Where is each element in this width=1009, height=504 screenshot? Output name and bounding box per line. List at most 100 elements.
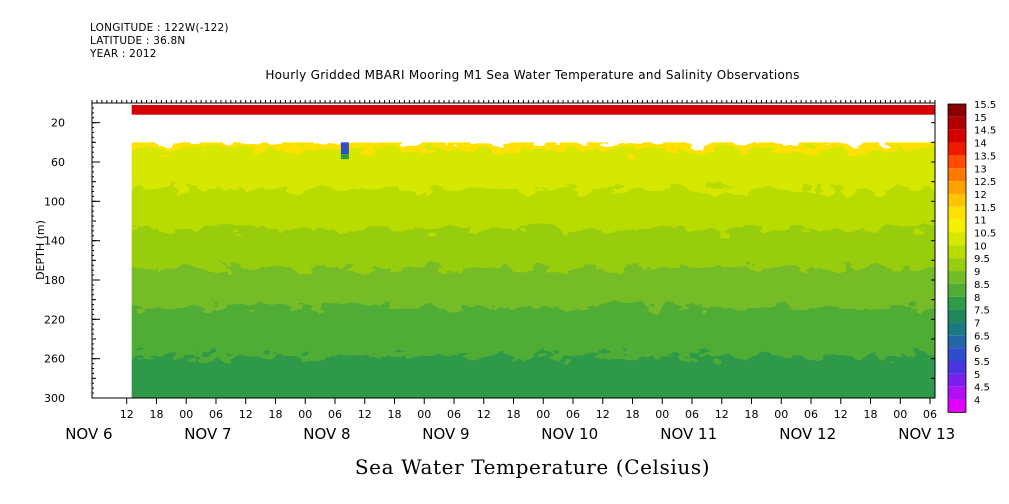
y-tick-label: 300 xyxy=(44,392,65,405)
colorbar-label: 6.5 xyxy=(974,331,990,342)
colorbar-label: 9.5 xyxy=(974,254,990,265)
x-tick-label: 00 xyxy=(655,408,669,421)
colorbar-label: 10.5 xyxy=(974,229,996,240)
colorbar-label: 4.5 xyxy=(974,383,990,394)
x-day-label: NOV 10 xyxy=(541,425,598,443)
cold-anomaly xyxy=(340,142,349,155)
chart-title: Hourly Gridded MBARI Mooring M1 Sea Wate… xyxy=(265,68,800,82)
longitude-label: LONGITUDE : 122W(-122) xyxy=(90,22,229,34)
x-axis-label: Sea Water Temperature (Celsius) xyxy=(354,455,711,479)
x-tick-label: 06 xyxy=(328,408,342,421)
colorbar-label: 15 xyxy=(974,113,987,124)
colorbar-label: 7 xyxy=(974,318,980,329)
x-tick-label: 00 xyxy=(298,408,312,421)
colorbar-swatch xyxy=(948,373,966,387)
x-day-label: NOV 6 xyxy=(65,425,112,443)
x-tick-label: 12 xyxy=(715,408,729,421)
y-tick-label: 180 xyxy=(44,274,65,287)
colorbar-label: 10 xyxy=(974,241,987,252)
colorbar-label: 5 xyxy=(974,370,980,381)
x-day-label: NOV 11 xyxy=(660,425,717,443)
x-tick-label: 12 xyxy=(358,408,372,421)
colorbar-swatch xyxy=(948,116,966,130)
colorbar-swatch xyxy=(948,399,966,413)
x-day-label: NOV 9 xyxy=(422,425,469,443)
colorbar-swatch xyxy=(948,193,966,207)
colorbar-swatch xyxy=(948,206,966,220)
x-day-label: NOV 7 xyxy=(184,425,231,443)
colorbar-label: 13 xyxy=(974,164,987,175)
y-tick-label: 220 xyxy=(44,313,65,326)
colorbar-swatch xyxy=(948,386,966,400)
colorbar-swatch xyxy=(948,142,966,156)
x-tick-label: 12 xyxy=(239,408,253,421)
y-tick-label: 260 xyxy=(44,353,65,366)
colorbar-swatch xyxy=(948,181,966,194)
colorbar-label: 8 xyxy=(974,293,980,304)
colorbar-label: 14 xyxy=(974,139,987,150)
x-tick-label: 06 xyxy=(685,408,699,421)
colorbar-label: 6 xyxy=(974,344,980,355)
no-data-region xyxy=(130,103,132,398)
x-tick-label: 00 xyxy=(774,408,788,421)
x-tick-label: 12 xyxy=(477,408,491,421)
colorbar-label: 8.5 xyxy=(974,280,990,291)
no-data-gap xyxy=(131,114,935,143)
x-tick-label: 06 xyxy=(566,408,580,421)
colorbar-swatch xyxy=(948,219,966,233)
y-axis-label: DEPTH (m) xyxy=(34,220,47,280)
colorbar-label: 12.5 xyxy=(974,177,996,188)
cold-anomaly-edge xyxy=(340,154,349,160)
colorbar-label: 5.5 xyxy=(974,357,990,368)
colorbar-label: 11.5 xyxy=(974,203,996,214)
colorbar-swatch xyxy=(948,232,966,246)
colorbar-label: 4 xyxy=(974,396,980,407)
y-tick-label: 60 xyxy=(51,156,65,169)
colorbar-label: 15.5 xyxy=(974,100,996,111)
x-tick-label: 18 xyxy=(507,408,521,421)
colorbar-swatch xyxy=(948,348,966,361)
x-tick-label: 06 xyxy=(209,408,223,421)
colorbar-swatch xyxy=(948,155,966,169)
x-tick-label: 06 xyxy=(804,408,818,421)
x-day-label: NOV 12 xyxy=(779,425,836,443)
x-tick-label: 18 xyxy=(149,408,163,421)
y-tick-label: 100 xyxy=(44,195,65,208)
x-tick-label: 18 xyxy=(864,408,878,421)
colorbar-label: 9 xyxy=(974,267,980,278)
latitude-label: LATITUDE : 36.8N xyxy=(90,35,186,47)
colorbar-swatch xyxy=(948,271,966,284)
colorbar-swatch xyxy=(948,309,966,323)
colorbar-swatch xyxy=(948,104,966,117)
temperature-band xyxy=(130,356,935,398)
x-tick-label: 06 xyxy=(447,408,461,421)
x-tick-label: 18 xyxy=(745,408,759,421)
colorbar-swatch xyxy=(948,283,966,297)
colorbar-swatch xyxy=(948,296,966,310)
x-tick-label: 18 xyxy=(268,408,282,421)
colorbar-frame xyxy=(947,103,967,413)
colorbar-swatch xyxy=(948,245,966,259)
colorbar-swatch xyxy=(948,322,966,336)
x-tick-label: 18 xyxy=(626,408,640,421)
colorbar-swatch xyxy=(948,129,966,143)
x-day-label: NOV 13 xyxy=(898,425,955,443)
x-tick-label: 00 xyxy=(536,408,550,421)
colorbar-label: 7.5 xyxy=(974,306,990,317)
x-tick-label: 18 xyxy=(387,408,401,421)
y-tick-label: 20 xyxy=(51,117,65,130)
colorbar-swatch xyxy=(948,335,966,349)
colorbar-label: 11 xyxy=(974,216,987,227)
x-day-label: NOV 8 xyxy=(303,425,350,443)
colorbar-label: 12 xyxy=(974,190,987,201)
colorbar-swatch xyxy=(948,258,966,272)
x-tick-label: 12 xyxy=(834,408,848,421)
colorbar-label: 14.5 xyxy=(974,126,996,137)
colorbar-label: 13.5 xyxy=(974,151,996,162)
x-tick-label: 06 xyxy=(923,408,937,421)
y-tick-label: 140 xyxy=(44,235,65,248)
colorbar-swatch xyxy=(948,361,966,374)
colorbar-swatch xyxy=(948,168,966,182)
year-label: YEAR : 2012 xyxy=(90,48,157,60)
